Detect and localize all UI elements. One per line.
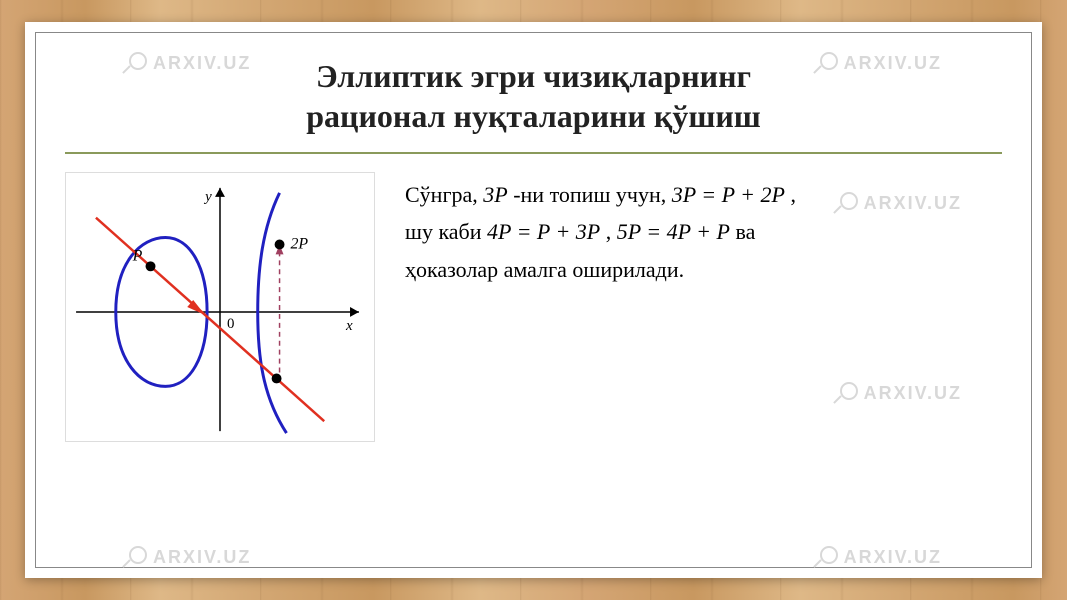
point-2p bbox=[275, 240, 285, 250]
body-text: Сўнгра, 3P -ни топиш учун, 3P = P + 2P ,… bbox=[405, 172, 1002, 442]
x-axis-arrow bbox=[350, 307, 359, 317]
body-line-2: шу каби 4P = P + 3P , 5P = 4P + P ва bbox=[405, 213, 1002, 250]
title-line-1: Эллиптик эгри чизиқларнинг bbox=[316, 58, 751, 94]
point-p bbox=[146, 261, 156, 271]
slide-frame: ARXIV.UZ ARXIV.UZ ARXIV.UZ ARXIV.UZ ARXI… bbox=[25, 22, 1042, 578]
content-row: P 2P y x 0 Сўнгра, 3P -ни топиш учун, 3P… bbox=[65, 172, 1002, 442]
elliptic-curve-diagram: P 2P y x 0 bbox=[65, 172, 375, 442]
curve-branch bbox=[258, 193, 287, 433]
label-x: x bbox=[345, 318, 353, 334]
label-2p: 2P bbox=[290, 235, 308, 252]
body-line-3: ҳоказолар амалга оширилади. bbox=[405, 251, 1002, 288]
label-p: P bbox=[132, 247, 143, 264]
point-intersection bbox=[272, 374, 282, 384]
slide-title: Эллиптик эгри чизиқларнинг рационал нуқт… bbox=[25, 56, 1042, 136]
body-line-1: Сўнгра, 3P -ни топиш учун, 3P = P + 2P , bbox=[405, 176, 1002, 213]
title-underline bbox=[65, 152, 1002, 154]
diagram-svg: P 2P y x 0 bbox=[66, 173, 374, 441]
y-axis-arrow bbox=[215, 188, 225, 197]
label-origin: 0 bbox=[227, 316, 234, 332]
label-y: y bbox=[203, 189, 212, 205]
title-line-2: рационал нуқталарини қўшиш bbox=[306, 98, 761, 134]
